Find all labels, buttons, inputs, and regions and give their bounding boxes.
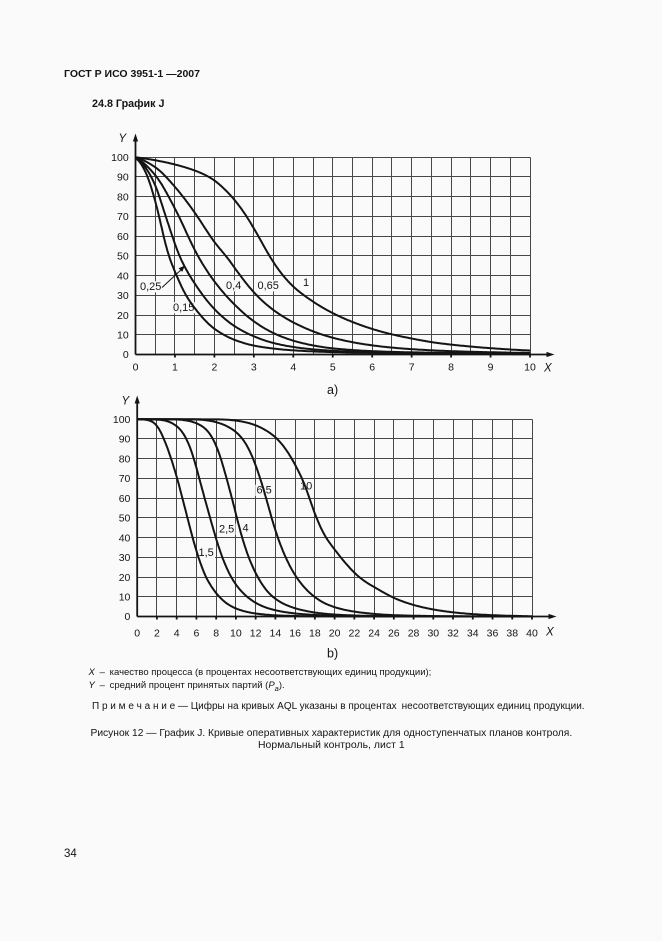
svg-text:0: 0 [133, 362, 139, 374]
svg-text:40: 40 [119, 532, 131, 544]
svg-text:40: 40 [526, 628, 538, 640]
svg-text:2,5: 2,5 [219, 524, 234, 536]
svg-text:24: 24 [368, 628, 380, 640]
svg-text:18: 18 [309, 628, 321, 640]
svg-text:20: 20 [117, 310, 129, 322]
svg-text:10: 10 [524, 362, 536, 374]
svg-text:80: 80 [117, 191, 129, 203]
svg-text:12: 12 [250, 628, 262, 640]
svg-text:20: 20 [119, 572, 131, 584]
svg-text:4: 4 [243, 523, 249, 535]
svg-text:X: X [545, 627, 555, 639]
svg-text:X: X [543, 363, 553, 375]
svg-text:22: 22 [348, 628, 360, 640]
svg-text:1,5: 1,5 [199, 547, 214, 559]
svg-text:34: 34 [467, 628, 479, 640]
svg-text:28: 28 [408, 628, 420, 640]
svg-text:0,65: 0,65 [258, 280, 279, 292]
svg-text:30: 30 [427, 628, 439, 640]
svg-text:0: 0 [123, 349, 129, 361]
svg-text:90: 90 [119, 434, 131, 446]
svg-text:10: 10 [117, 329, 129, 341]
svg-text:4: 4 [290, 362, 296, 374]
svg-text:10: 10 [230, 628, 242, 640]
svg-text:80: 80 [119, 453, 131, 465]
svg-text:0: 0 [134, 628, 140, 640]
svg-text:26: 26 [388, 628, 400, 640]
svg-text:36: 36 [487, 628, 499, 640]
svg-text:Y: Y [122, 396, 131, 408]
svg-text:6,5: 6,5 [257, 485, 272, 497]
svg-text:32: 32 [447, 628, 459, 640]
svg-text:6: 6 [193, 628, 199, 640]
svg-text:3: 3 [251, 362, 257, 374]
svg-text:14: 14 [270, 628, 282, 640]
svg-text:60: 60 [117, 231, 129, 243]
svg-text:70: 70 [119, 473, 131, 485]
svg-text:100: 100 [113, 414, 131, 426]
svg-text:30: 30 [117, 290, 129, 302]
svg-text:10: 10 [119, 591, 131, 603]
svg-text:Y: Y [119, 133, 128, 145]
svg-text:38: 38 [506, 628, 518, 640]
svg-text:20: 20 [329, 628, 341, 640]
svg-text:30: 30 [119, 552, 131, 564]
svg-text:90: 90 [117, 172, 129, 184]
svg-text:100: 100 [111, 152, 129, 164]
svg-text:8: 8 [213, 628, 219, 640]
svg-text:4: 4 [174, 628, 180, 640]
svg-text:2: 2 [211, 362, 217, 374]
svg-text:10: 10 [300, 481, 312, 493]
svg-text:60: 60 [119, 493, 131, 505]
svg-text:b): b) [327, 647, 338, 661]
svg-text:1: 1 [172, 362, 178, 374]
svg-text:50: 50 [119, 513, 131, 525]
svg-text:8: 8 [448, 362, 454, 374]
svg-text:1: 1 [303, 277, 309, 289]
svg-text:9: 9 [488, 362, 494, 374]
svg-text:0,4: 0,4 [226, 280, 241, 292]
svg-text:2: 2 [154, 628, 160, 640]
svg-text:70: 70 [117, 211, 129, 223]
svg-text:a): a) [327, 383, 338, 397]
svg-text:16: 16 [289, 628, 301, 640]
svg-text:7: 7 [409, 362, 415, 374]
svg-text:50: 50 [117, 251, 129, 263]
svg-text:5: 5 [330, 362, 336, 374]
svg-text:0: 0 [125, 611, 131, 623]
svg-text:6: 6 [369, 362, 375, 374]
svg-text:40: 40 [117, 270, 129, 282]
svg-text:0,15: 0,15 [173, 302, 194, 314]
svg-text:0,25: 0,25 [140, 281, 161, 293]
